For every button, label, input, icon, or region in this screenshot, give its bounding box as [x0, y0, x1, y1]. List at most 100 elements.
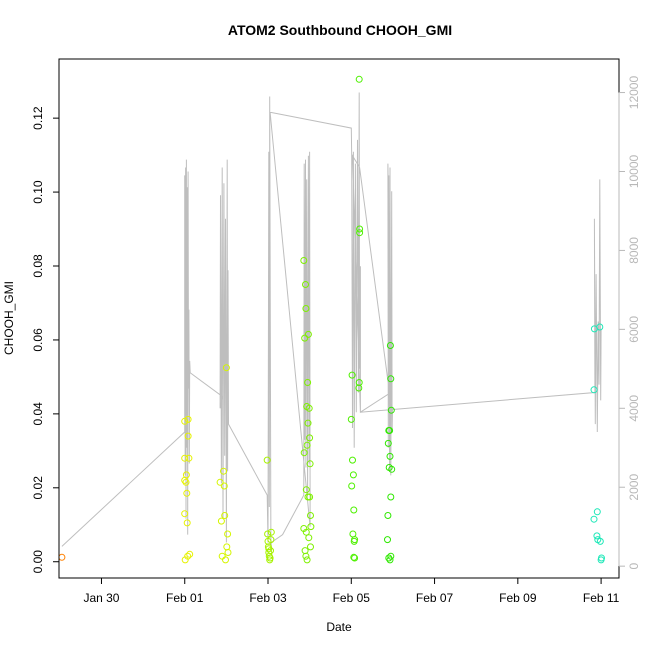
altitude-line: [61, 92, 602, 551]
data-point: [386, 427, 394, 434]
data-point: [596, 323, 604, 331]
data-point: [181, 510, 189, 518]
data-point: [302, 528, 310, 536]
data-point: [264, 530, 272, 538]
data-point: [387, 406, 395, 414]
data-point: [302, 552, 310, 560]
data-point: [306, 434, 314, 442]
plot-frame: [58, 58, 620, 579]
data-point: [387, 493, 395, 501]
data-point: [182, 478, 190, 486]
data-point: [590, 515, 598, 523]
data-point: [384, 439, 392, 447]
y-right-tick-label: 2000: [627, 474, 641, 501]
data-point: [304, 419, 312, 427]
data-point: [216, 478, 224, 486]
y-left-tick-label: 0.06: [31, 328, 45, 352]
data-point: [355, 75, 363, 83]
data-point: [303, 556, 311, 564]
x-tick-label: Feb 01: [166, 591, 204, 605]
x-tick-label: Feb 07: [416, 591, 454, 605]
data-point: [224, 530, 232, 538]
data-point: [184, 432, 192, 440]
data-point: [304, 330, 312, 338]
data-point: [386, 342, 394, 349]
data-point: [306, 493, 314, 501]
data-point: [351, 554, 359, 562]
x-tick-label: Feb 03: [249, 591, 287, 605]
data-points-layer: [58, 75, 605, 564]
x-tick-label: Feb 11: [583, 591, 620, 605]
data-point: [596, 537, 604, 545]
data-point: [350, 506, 358, 514]
y-left-tick-label: 0.10: [31, 180, 45, 204]
data-point: [222, 364, 230, 372]
data-point: [307, 512, 314, 519]
y-left-tick-label: 0.08: [31, 254, 45, 278]
data-point: [220, 482, 228, 490]
data-point: [223, 543, 231, 551]
y-right-tick-label: 10000: [627, 154, 641, 188]
data-point: [222, 556, 229, 564]
data-point: [306, 460, 314, 468]
data-point: [598, 554, 605, 562]
data-point: [267, 528, 275, 536]
y-right-tick-label: 8000: [627, 237, 641, 264]
data-point: [386, 452, 394, 460]
data-point: [184, 552, 192, 560]
data-point: [217, 517, 225, 525]
y-axis-left: 0.00 0.02 0.04 0.06 0.08 0.10 0.12: [31, 106, 60, 574]
data-point: [181, 454, 189, 462]
data-point: [265, 545, 273, 553]
data-point: [593, 532, 601, 540]
data-point: [384, 536, 391, 544]
data-point: [300, 257, 308, 264]
data-point: [307, 543, 314, 551]
data-point: [307, 523, 315, 531]
data-point: [386, 556, 394, 564]
x-tick-label: Feb 05: [333, 591, 371, 605]
data-point: [355, 384, 363, 392]
data-point: [349, 471, 357, 479]
y-left-tick-label: 0.02: [31, 476, 45, 500]
data-point: [593, 508, 601, 516]
data-point: [183, 519, 191, 527]
data-point: [267, 536, 275, 544]
y-left-tick-label: 0.12: [31, 106, 45, 130]
y-axis-label: CHOOH_GMI: [2, 281, 16, 355]
data-point: [348, 371, 356, 379]
data-point: [302, 305, 310, 312]
data-point: [186, 550, 194, 558]
data-point: [347, 415, 355, 423]
data-point: [304, 379, 312, 386]
data-point: [266, 554, 274, 562]
data-point: [224, 549, 232, 556]
x-axis-label: Date: [326, 620, 352, 634]
x-tick-label: Feb 09: [499, 591, 537, 605]
y-axis-right: 0 2000 4000 6000 8000 10000 12000: [618, 76, 641, 570]
y-left-tick-label: 0.00: [31, 550, 45, 574]
data-point: [590, 386, 598, 394]
y-right-tick-label: 0: [627, 563, 641, 570]
x-axis: Jan 30 Feb 01 Feb 03 Feb 05 Feb 07 Feb 09 Feb …: [83, 577, 620, 605]
data-point: [302, 281, 309, 288]
data-point: [302, 486, 310, 494]
data-point: [348, 482, 356, 490]
data-point: [185, 454, 193, 462]
data-point: [218, 552, 226, 560]
data-point: [181, 417, 189, 425]
data-point: [267, 547, 274, 555]
data-point: [301, 334, 309, 342]
y-right-tick-label: 6000: [627, 316, 641, 343]
data-point: [385, 554, 393, 562]
data-point: [300, 449, 308, 457]
data-point: [263, 456, 271, 464]
data-point: [387, 552, 395, 560]
data-point: [388, 465, 396, 473]
data-point: [184, 415, 192, 423]
data-point: [350, 553, 358, 561]
data-point: [301, 547, 309, 555]
data-point: [220, 467, 227, 475]
data-point: [183, 489, 191, 497]
data-point: [349, 456, 356, 464]
